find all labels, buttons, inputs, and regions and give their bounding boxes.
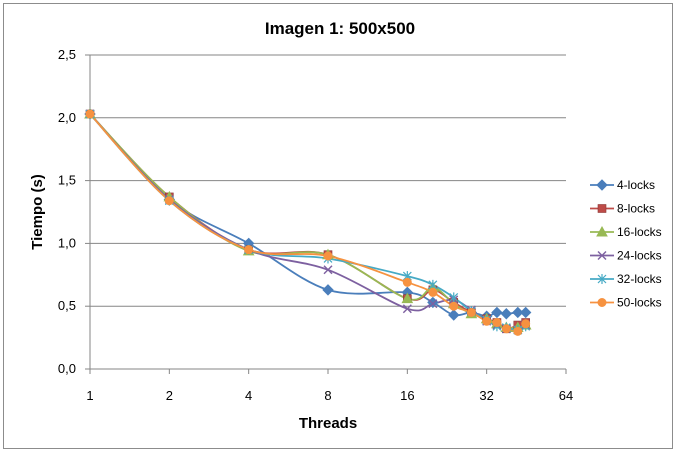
x-tick-label: 1 [86,388,93,403]
y-axis-title: Tiempo (s) [29,174,46,250]
data-point-4-locks [448,309,460,321]
legend-label-50-locks: 50-locks [617,296,662,310]
series-line-16-locks [89,113,527,329]
x-tick-label: 8 [324,388,331,403]
data-point-32-locks [449,292,459,303]
marker-stroke [428,299,438,309]
legend-marker-16-locks [596,225,608,237]
series-lines [89,113,527,333]
x-tick-label: 32 [479,388,493,403]
chart-frame [3,3,673,449]
series-markers [84,108,532,336]
marker-stroke [597,251,607,260]
legend-marker-50-locks [597,298,607,307]
legend-marker-4-locks [596,179,608,191]
x-tick-label: 64 [559,388,573,403]
data-point-4-locks [491,306,503,319]
data-point-50-locks [482,316,492,326]
y-tick-label: 0,0 [58,361,76,376]
legend-marker-24-locks [597,251,607,260]
data-point-50-locks [521,319,531,329]
data-point-50-locks [501,324,511,334]
data-point-50-locks [428,287,438,297]
data-point-50-locks [492,318,502,328]
data-point-50-locks [323,251,333,261]
legend-label-8-locks: 8-locks [617,202,655,216]
gridlines [90,54,566,307]
data-point-4-locks [322,284,334,296]
data-point-50-locks [244,245,254,255]
legend: 4-locks 8-locks 16-locks 24-locks 32-locks 50… [590,178,662,310]
y-tick-label: 0,5 [58,298,76,313]
legend-marker-32-locks [597,274,607,284]
data-point-4-locks [519,306,532,319]
data-point-50-locks [164,196,174,206]
y-tick-label: 1,0 [58,235,76,250]
data-point-24-locks [402,304,412,314]
y-axis-ticks: 0,0 0,5 1,0 1,5 2,0 2,5 [58,47,90,376]
data-point-50-locks [513,326,523,336]
series-line-50-locks [89,113,527,333]
x-tick-label: 2 [166,388,173,403]
data-point-16-locks [401,292,414,304]
legend-label-16-locks: 16-locks [617,225,662,239]
data-point-24-locks [428,299,438,309]
data-point-24-locks [323,265,333,275]
legend-label-32-locks: 32-locks [617,272,662,286]
series-line-8-locks [89,113,526,330]
data-point-4-locks [512,306,524,319]
legend-label-4-locks: 4-locks [617,178,655,192]
x-axis-ticks: 1 2 4 8 16 32 64 [86,369,573,403]
series-line-4-locks [89,113,526,318]
data-point-4-locks [500,308,513,320]
x-tick-label: 4 [245,388,252,403]
y-tick-label: 1,5 [58,173,76,188]
y-tick-label: 2,0 [58,110,76,125]
data-point-50-locks [85,109,95,119]
series-line-32-locks [89,113,527,332]
x-axis-title: Threads [299,415,357,432]
marker-stroke [402,304,412,314]
series-line-24-locks [89,113,527,332]
chart-title: Imagen 1: 500x500 [265,19,415,38]
data-point-50-locks [402,277,412,287]
marker-stroke [323,265,333,275]
data-point-50-locks [449,301,459,311]
legend-label-24-locks: 24-locks [617,249,662,263]
data-point-50-locks [466,307,476,317]
legend-marker-8-locks [597,204,607,213]
x-tick-label: 16 [400,388,414,403]
y-tick-label: 2,5 [58,47,76,62]
